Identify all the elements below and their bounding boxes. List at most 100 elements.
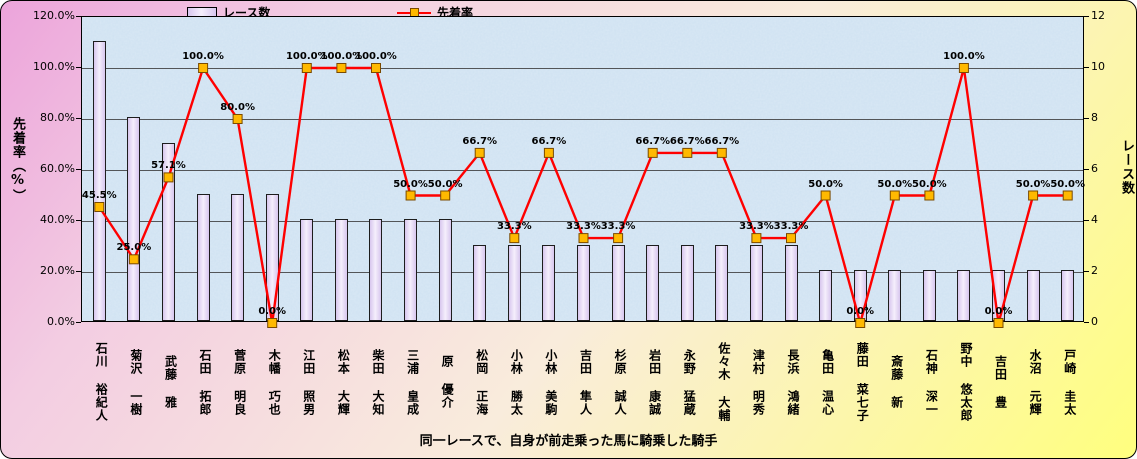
data-label: 33.3% [566,221,601,233]
x-axis-category-label: 藤田 菜七子 [855,342,870,422]
race-count-bar [127,117,141,321]
win-rate-marker [336,63,347,73]
data-label: 0.0% [984,306,1013,317]
data-label: 66.7% [704,135,740,147]
x-axis-category-label: 柴田 大知 [370,348,385,416]
x-axis-category-label: 野中 悠太郎 [958,342,973,422]
x-axis-category-label: 斎藤 新 [889,355,904,409]
win-rate-marker [751,233,762,244]
right-axis-tick-label: 2 [1091,264,1098,277]
x-axis-category-label: 岩田 康誠 [647,348,662,416]
left-axis-title: 先着率（%） [10,117,25,203]
x-axis-category-label: 菅原 明良 [232,348,247,416]
win-rate-marker [301,63,312,73]
race-count-bar [888,270,902,321]
x-axis-category-label: 戸崎 圭太 [1062,348,1077,416]
x-axis-category-label: 三浦 皇成 [405,348,420,416]
data-label: 33.3% [600,221,636,233]
y-axis-tick [76,67,81,68]
y-axis-tick-label: 100.0% [33,60,75,73]
gridline [82,119,1083,120]
data-label: 66.7% [462,135,498,147]
x-axis-category-label: 亀田 温心 [820,348,835,416]
race-count-bar [749,244,763,321]
win-rate-marker [820,190,831,201]
race-count-bar [957,270,971,321]
plot-area: 45.5% 25.0% 57.1% 100.0% 80.0% 0.0% 100.0% 100.… [81,16,1085,328]
x-axis-category-label: 石神 深一 [924,348,939,416]
win-rate-marker [440,190,451,201]
race-count-bar [438,219,452,321]
win-rate-marker [267,318,278,328]
right-axis-tick-label: 0 [1091,315,1098,328]
right-axis-tick-label: 12 [1091,9,1105,22]
x-axis-category-label: 佐々木 大輔 [716,342,731,422]
win-rate-marker [128,254,139,265]
x-axis-category-label: 永野 猛蔵 [682,348,697,416]
race-count-bar [404,219,418,321]
data-label: 100.0% [320,51,363,62]
race-count-bar [300,219,314,321]
data-label: 25.0% [116,242,152,254]
y-axis-tick-label: 60.0% [40,162,75,175]
x-axis-category-label: 松岡 正海 [474,348,489,416]
win-rate-marker [509,233,520,244]
y-axis-tick [76,220,81,221]
y-axis-tick-label: 120.0% [33,9,75,22]
right-axis-tick-label: 8 [1091,111,1098,124]
data-label: 100.0% [943,51,985,62]
win-rate-marker [682,147,693,158]
x-axis-category-label: 小林 勝太 [509,348,524,416]
race-count-bar [334,219,348,321]
data-label: 66.7% [531,135,567,147]
win-rate-marker [993,318,1004,328]
race-count-bar [231,193,245,321]
y-axis-tick [76,322,81,323]
data-label: 100.0% [182,51,224,62]
data-label: 50.0% [912,178,947,190]
win-rate-marker [716,147,727,158]
race-count-bar [715,244,729,321]
gridline [82,68,1083,69]
data-label: 57.1% [151,160,186,172]
race-count-bar [646,244,660,321]
win-rate-marker [855,318,866,328]
data-label: 45.5% [81,189,117,201]
win-rate-marker [543,147,554,158]
x-axis-category-label: 杉原 誠人 [613,348,628,416]
y-axis-tick-label: 80.0% [40,111,75,124]
right-axis-tick [1084,220,1089,221]
win-rate-marker [94,202,105,212]
win-rate-marker [474,147,485,158]
data-label: 100.0% [355,51,397,62]
win-rate-marker [958,63,969,73]
right-axis-tick [1084,118,1089,119]
y-axis-tick-label: 40.0% [40,213,75,226]
win-rate-marker [405,190,416,201]
data-label: 50.0% [393,178,428,190]
race-count-bar [922,270,936,321]
race-count-bar [1061,270,1075,321]
win-rate-marker [1062,190,1073,201]
win-rate-marker [924,190,935,201]
right-axis-tick [1084,169,1089,170]
x-axis-category-label: 松本 大輝 [336,348,351,416]
data-label: 100.0% [285,51,328,62]
data-label: 50.0% [1050,178,1086,190]
right-axis-tick-label: 10 [1091,60,1105,73]
y-axis-tick-label: 20.0% [40,264,75,277]
x-axis-category-label: 石田 拓郎 [198,348,213,416]
right-axis-tick-label: 4 [1091,213,1098,226]
right-axis-title: レース数 [1119,139,1134,195]
x-axis-category-label: 吉田 隼人 [578,348,593,416]
x-axis-category-label: 長浜 鴻緒 [786,348,801,416]
race-count-bar [784,244,798,321]
x-axis-category-label: 武藤 雅 [163,355,178,409]
data-label: 50.0% [808,178,843,190]
win-rate-marker [613,233,624,244]
y-axis-tick [76,118,81,119]
x-axis-category-label: 原 優介 [440,355,455,409]
x-axis-category-label: 水沼 元輝 [1028,348,1043,416]
data-label: 0.0% [846,306,875,317]
